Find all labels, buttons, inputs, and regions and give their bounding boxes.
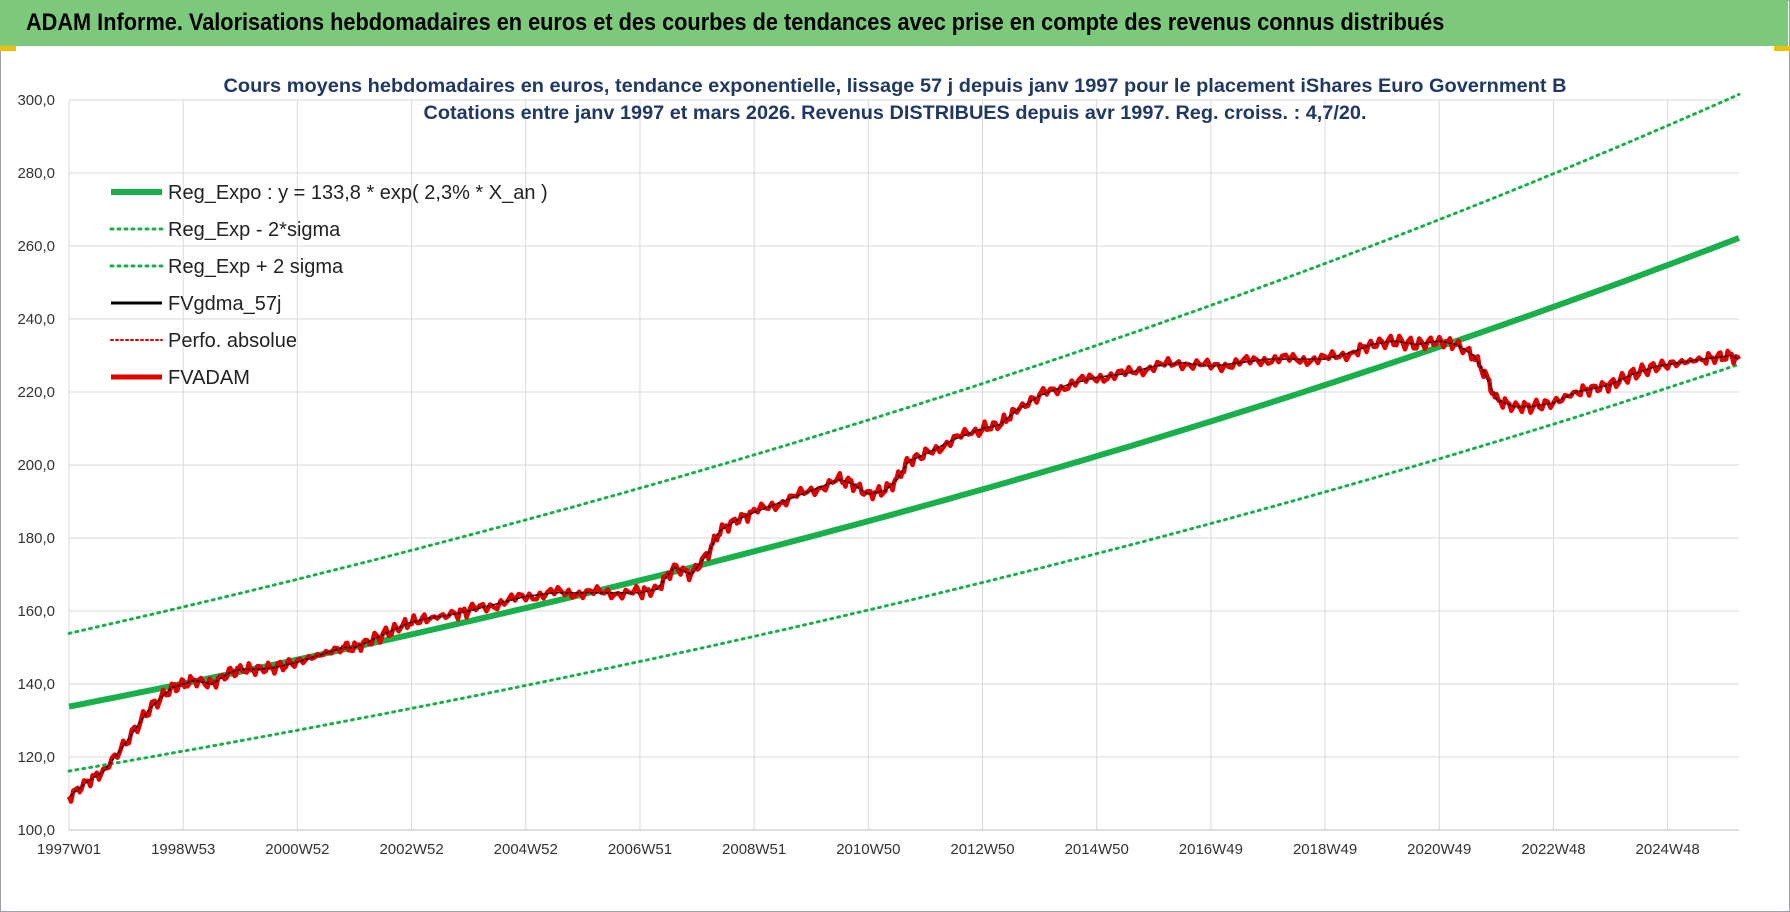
y-tick-label: 260,0 bbox=[17, 238, 55, 255]
y-tick-label: 220,0 bbox=[17, 384, 55, 401]
x-tick-label: 2004W52 bbox=[494, 841, 558, 858]
x-tick-label: 2022W48 bbox=[1521, 841, 1585, 858]
series-line-perfo-absolue bbox=[68, 340, 1740, 798]
x-tick-label: 2002W52 bbox=[379, 841, 443, 858]
y-tick-label: 240,0 bbox=[17, 311, 55, 328]
legend-label: Perfo. absolue bbox=[168, 330, 297, 352]
x-tick-label: 2018W49 bbox=[1293, 841, 1357, 858]
legend-label: Reg_Exp + 2 sigma bbox=[168, 256, 344, 278]
chart: Cours moyens hebdomadaires en euros, ten… bbox=[17, 76, 1741, 858]
x-tick-label: 1997W01 bbox=[37, 841, 101, 858]
x-tick-label: 2014W50 bbox=[1065, 841, 1129, 858]
y-tick-label: 300,0 bbox=[17, 92, 55, 109]
legend-label: FVADAM bbox=[168, 367, 250, 389]
x-tick-label: 2008W51 bbox=[722, 841, 786, 858]
report-title: ADAM Informe. Valorisations hebdomadaire… bbox=[26, 9, 1445, 36]
corner-mark-top-left bbox=[0, 46, 16, 51]
report-banner: ADAM Informe. Valorisations hebdomadaire… bbox=[0, 0, 1788, 46]
series-line-fvadam bbox=[66, 333, 1741, 804]
x-tick-label: 2006W51 bbox=[608, 841, 672, 858]
chart-subtitle: Cotations entre janv 1997 et mars 2026. … bbox=[424, 103, 1367, 124]
chart-title: Cours moyens hebdomadaires en euros, ten… bbox=[224, 76, 1567, 97]
corner-mark-top-right bbox=[1774, 46, 1790, 51]
x-tick-label: 2012W50 bbox=[950, 841, 1014, 858]
legend-label: Reg_Exp - 2*sigma bbox=[168, 219, 341, 241]
y-tick-label: 100,0 bbox=[17, 822, 55, 839]
y-tick-label: 200,0 bbox=[17, 457, 55, 474]
y-axis-ticks: 100,0 120,0 140,0 160,0 180,0 200,0 220,0 240,0… bbox=[17, 92, 55, 839]
series-line-reg-minus-2sigma bbox=[67, 362, 1741, 773]
x-tick-label: 2020W49 bbox=[1407, 841, 1471, 858]
legend-label: FVgdma_57j bbox=[168, 293, 281, 315]
x-tick-label: 2016W49 bbox=[1179, 841, 1243, 858]
y-tick-label: 280,0 bbox=[17, 165, 55, 182]
x-tick-label: 2000W52 bbox=[265, 841, 329, 858]
x-tick-label: 1998W53 bbox=[151, 841, 215, 858]
y-tick-label: 180,0 bbox=[17, 530, 55, 547]
y-tick-label: 120,0 bbox=[17, 749, 55, 766]
series-line-reg-plus-2sigma bbox=[67, 92, 1741, 635]
x-tick-label: 2024W48 bbox=[1636, 841, 1700, 858]
series-line-fvgdma-57j bbox=[68, 340, 1740, 798]
y-tick-label: 140,0 bbox=[17, 676, 55, 693]
x-axis-ticks: 1997W01 1998W53 2000W52 2002W52 2004W52 2006W… bbox=[37, 841, 1700, 858]
grid bbox=[68, 99, 1739, 831]
legend-label: Reg_Expo : y = 133,8 * exp( 2,3% * X_an … bbox=[168, 182, 548, 204]
legend: Reg_Expo : y = 133,8 * exp( 2,3% * X_an … bbox=[109, 182, 548, 389]
x-tick-label: 2010W50 bbox=[836, 841, 900, 858]
series-lines bbox=[66, 92, 1741, 804]
y-tick-label: 160,0 bbox=[17, 603, 55, 620]
